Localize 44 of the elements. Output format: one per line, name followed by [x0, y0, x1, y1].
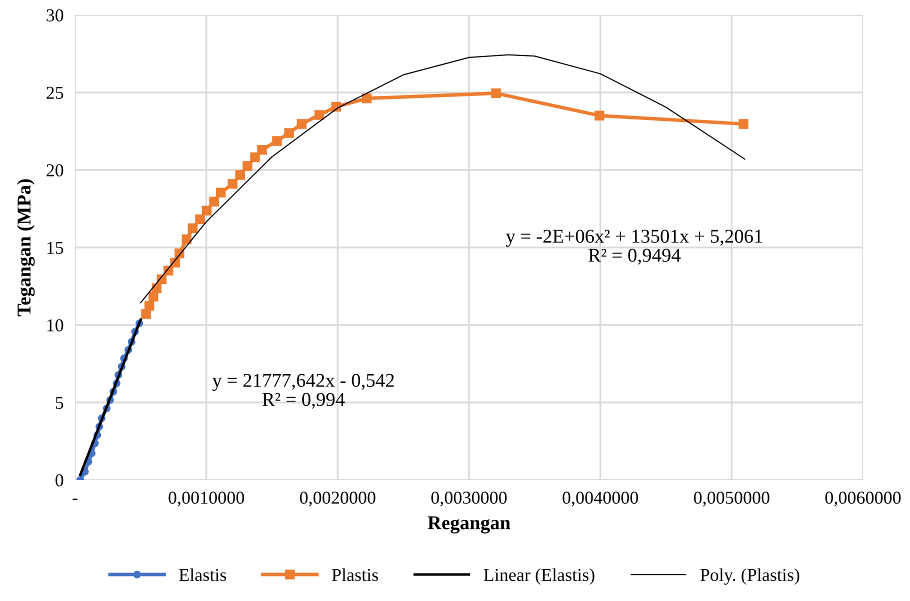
point	[296, 119, 307, 129]
annotation: y = -2E+06x² + 13501x + 5,2061 R² = 0,9494	[506, 230, 762, 265]
legend-label: Plastis	[332, 568, 378, 582]
point	[141, 309, 151, 319]
y-tick-label: 25	[46, 86, 64, 99]
point	[257, 144, 267, 155]
legend-label: Linear (Elastis)	[484, 568, 594, 585]
point	[144, 301, 154, 311]
point	[148, 292, 158, 302]
point	[594, 110, 604, 120]
y-tick-label: 0	[56, 474, 64, 486]
point	[284, 128, 294, 138]
point	[228, 179, 238, 189]
x-tick-label: 0,0040000	[562, 492, 638, 506]
x-axis-title: Regangan	[428, 516, 510, 534]
x-tick-label: -	[72, 498, 78, 500]
x-tick-label: 0,0020000	[300, 492, 376, 506]
x-tick-label: 0,0050000	[694, 492, 770, 506]
point	[491, 88, 501, 98]
point	[272, 136, 282, 146]
y-tick-label: 5	[56, 396, 64, 409]
point	[202, 206, 212, 216]
point	[250, 152, 260, 162]
point	[362, 94, 372, 104]
point	[242, 161, 252, 171]
point	[209, 196, 219, 206]
y-tick-label: 10	[47, 319, 64, 332]
point	[195, 214, 205, 224]
x-tick-label: 0,0060000	[825, 492, 901, 506]
y-tick-label: 15	[47, 242, 64, 254]
point	[235, 170, 245, 180]
point	[738, 119, 748, 129]
point	[182, 234, 192, 244]
point	[314, 110, 324, 120]
x-tick-label: 0,0010000	[168, 492, 244, 506]
point	[216, 188, 226, 198]
y-tick-label: 20	[46, 164, 64, 176]
annotation: y = 21777,642x - 0,542 R² = 0,994	[212, 374, 394, 409]
point	[188, 223, 198, 234]
y-axis-title: Tegangan (MPa)	[16, 179, 35, 316]
legend-label: Poly. (Plastis)	[700, 568, 800, 585]
x-tick-label: 0,0030000	[431, 492, 507, 506]
y-tick-label: 30	[46, 9, 64, 22]
legend-label: Elastis	[179, 568, 226, 582]
